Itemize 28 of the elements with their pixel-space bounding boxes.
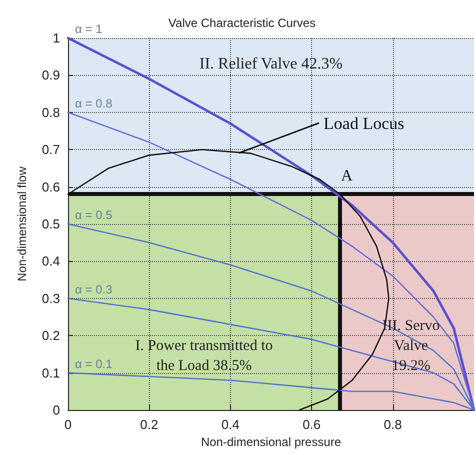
band-label: II. Relief Valve 42.3% [199, 56, 343, 72]
y-axis-title: Non-dimensional flow [15, 166, 29, 282]
y-tick-label: 0.4 [42, 254, 60, 269]
y-tick-label: 0.3 [42, 290, 60, 306]
x-axis-title: Non-dimensional pressure [200, 435, 342, 449]
x-tick-label: 0.6 [302, 417, 321, 432]
y-tick-label: 0.8 [42, 104, 60, 120]
band-label: I. Power transmitted to the Load 38.5% [135, 338, 273, 374]
y-tick-label: 0.1 [42, 365, 60, 380]
series-label: α = 0.8 [75, 96, 113, 110]
series-label: α = 0.3 [75, 282, 113, 296]
y-tick-label: 0.5 [42, 216, 60, 232]
x-tick-label: 0.8 [384, 417, 402, 432]
y-tick-label: 0.9 [42, 68, 60, 83]
x-tick-label: 0.2 [140, 417, 158, 432]
y-tick-label: 0.2 [42, 328, 60, 344]
x-tick-label: 0 [64, 417, 72, 432]
series-label: α = 0.5 [75, 208, 113, 222]
y-tick-label: 0 [52, 402, 60, 418]
x-tick-label: 0.4 [221, 417, 240, 432]
annotation: Load Locus [324, 114, 404, 133]
y-tick-label: 0.7 [42, 142, 60, 158]
series-label: α = 0.1 [75, 356, 113, 371]
annotation: A [341, 168, 354, 185]
y-tick-label: 0.6 [42, 179, 60, 194]
chart-title: Valve Characteristic Curves [168, 16, 316, 30]
series-label: α = 1 [75, 22, 103, 36]
y-tick-label: 1 [52, 30, 60, 46]
